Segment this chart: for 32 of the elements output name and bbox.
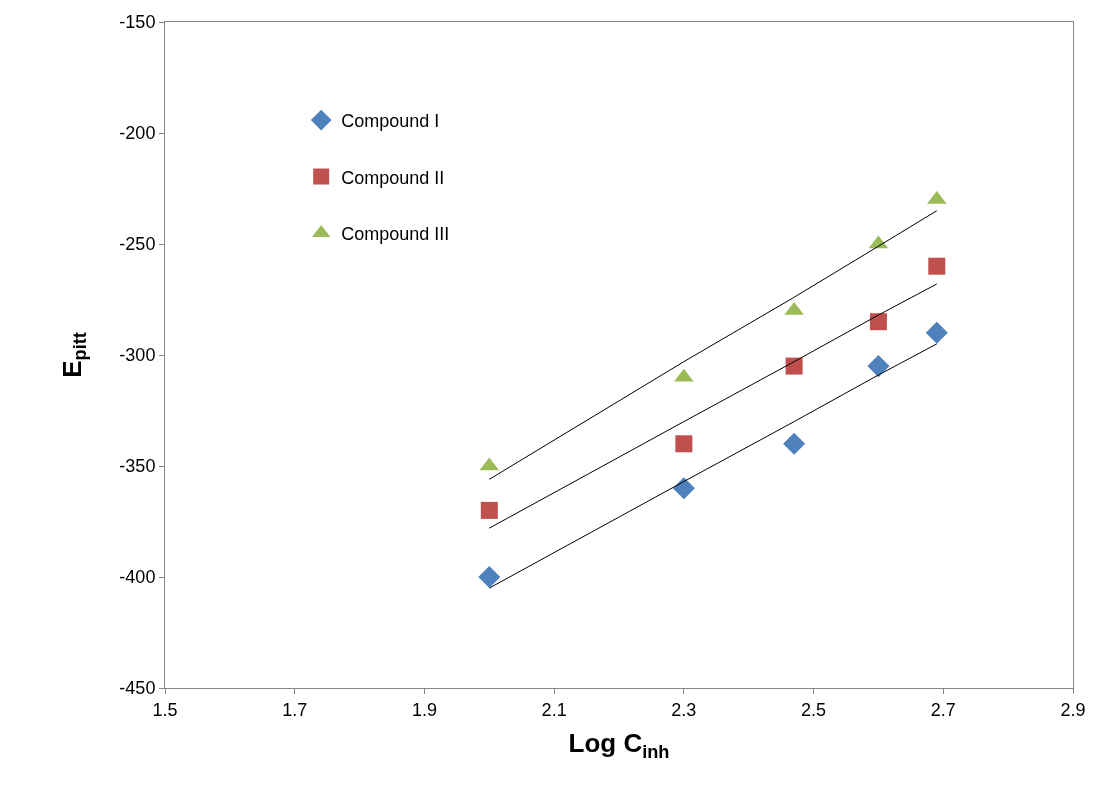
line-series xyxy=(488,210,938,480)
y-tick-label: -200 xyxy=(119,123,156,144)
x-tick-label: 1.7 xyxy=(282,699,308,720)
point xyxy=(785,357,803,375)
point xyxy=(867,355,890,378)
point xyxy=(480,501,498,519)
y-tick-label: -450 xyxy=(119,678,156,699)
x-axis-title: Log C$_{inh}$ xyxy=(568,728,670,762)
point xyxy=(675,435,693,453)
point xyxy=(783,432,806,455)
y-tick-label: -400 xyxy=(119,567,156,588)
x-tick-label: 2.5 xyxy=(801,699,827,720)
y-tick-label: -300 xyxy=(119,345,156,366)
x-tick-label: 2.7 xyxy=(930,699,956,720)
legend-label: Compound I xyxy=(341,111,440,132)
x-tick-label: 2.1 xyxy=(541,699,567,720)
y-tick-label: -350 xyxy=(119,456,156,477)
point xyxy=(925,321,948,344)
point xyxy=(478,565,501,589)
legend-label: Compound II xyxy=(341,167,445,188)
x-tick-label: 2.9 xyxy=(1060,699,1086,720)
point xyxy=(869,313,887,331)
x-tick-label: 2.3 xyxy=(671,699,697,720)
point xyxy=(672,477,695,500)
y-tick-label: -150 xyxy=(119,12,156,33)
line-series xyxy=(488,283,938,529)
x-tick-label: 1.9 xyxy=(411,699,437,720)
y-tick-label: -250 xyxy=(119,234,156,255)
legend-label: Compound III xyxy=(341,223,450,244)
point xyxy=(674,368,694,382)
point xyxy=(928,257,946,275)
x-tick-label: 1.5 xyxy=(152,699,178,720)
